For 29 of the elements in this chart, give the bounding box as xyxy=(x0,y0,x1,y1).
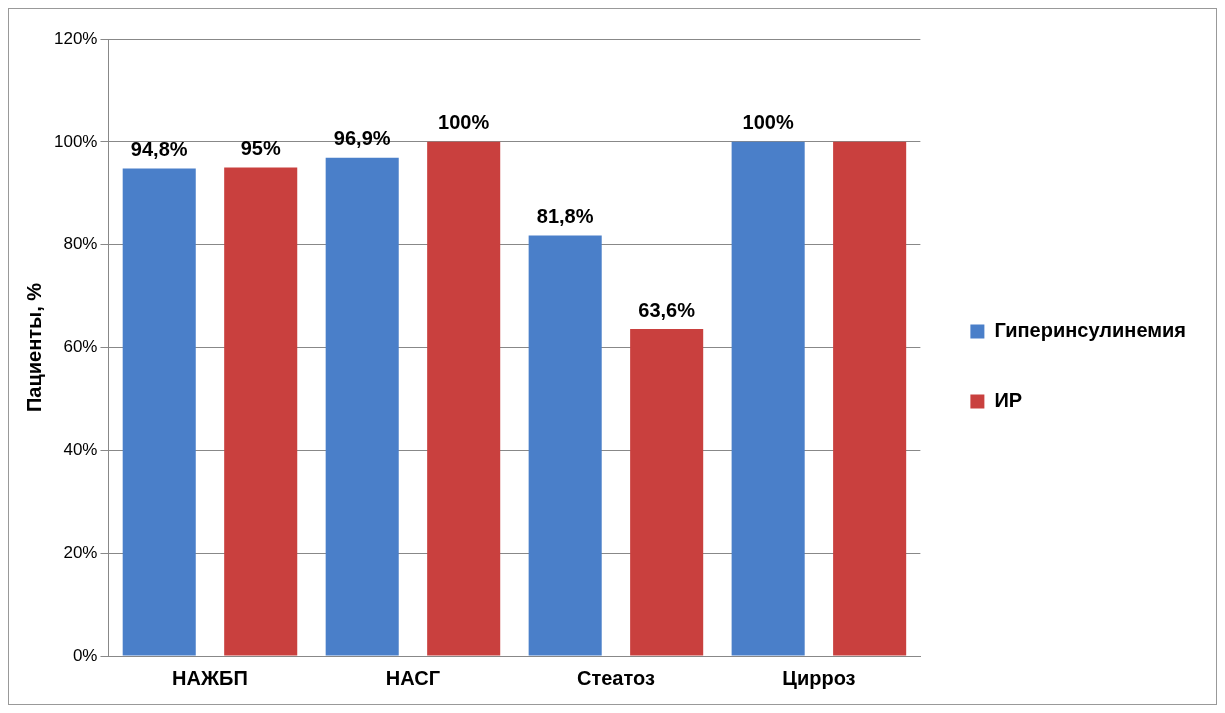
x-tick-label: Цирроз xyxy=(782,666,856,689)
data-label: 100% xyxy=(742,111,794,134)
bar xyxy=(528,235,602,656)
y-tick-label: 40% xyxy=(63,440,98,460)
data-label: 96,9% xyxy=(333,127,391,150)
y-tick-label: 120% xyxy=(54,28,98,48)
legend-label: Гиперинсулинемия xyxy=(994,319,1187,342)
y-tick-label: 60% xyxy=(63,337,98,357)
y-tick-label: 100% xyxy=(54,131,98,151)
y-tick-label: 20% xyxy=(63,542,98,562)
data-label: 100% xyxy=(438,111,490,134)
legend-label: ИР xyxy=(994,389,1023,412)
bar xyxy=(630,328,704,656)
data-label: 94,8% xyxy=(130,138,188,161)
data-label: 81,8% xyxy=(536,204,594,227)
y-tick-label: 0% xyxy=(72,645,98,665)
bar xyxy=(731,141,805,656)
bar xyxy=(325,157,399,656)
data-label: 95% xyxy=(240,137,281,160)
bar xyxy=(224,167,298,656)
x-tick-label: НАСГ xyxy=(385,666,441,689)
bar xyxy=(122,168,196,656)
bar xyxy=(833,141,907,656)
y-axis-title: Пациенты, % xyxy=(22,282,45,413)
bar xyxy=(427,141,501,656)
data-label: 63,6% xyxy=(638,298,696,321)
x-tick-label: Стеатоз xyxy=(576,666,655,689)
y-tick-label: 80% xyxy=(63,234,98,254)
x-tick-label: НАЖБП xyxy=(172,666,248,689)
